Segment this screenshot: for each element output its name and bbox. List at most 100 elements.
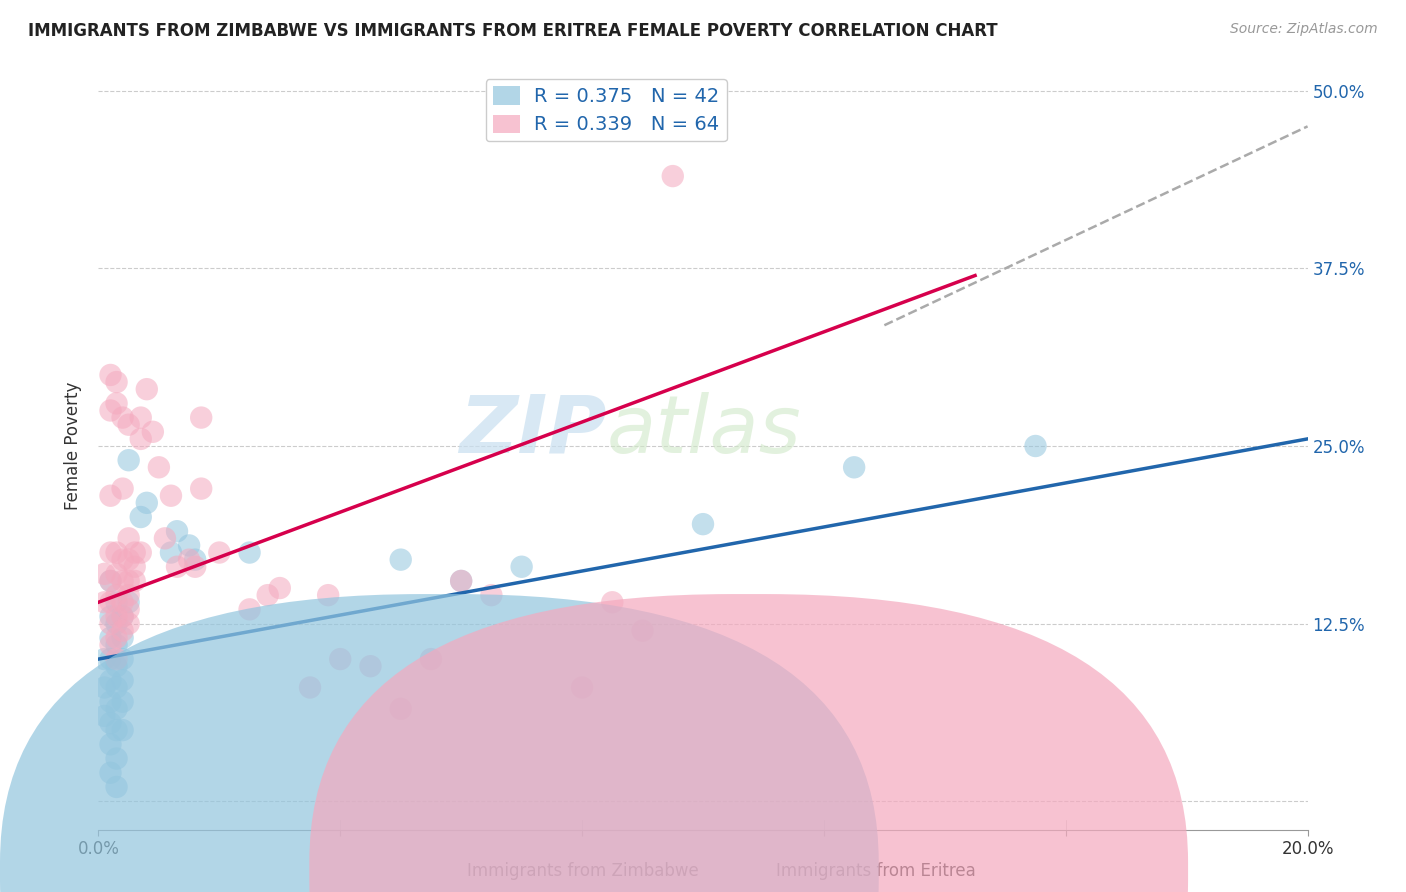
Point [100, 638, 122, 652]
Point [100, 631, 122, 645]
Point [179, 552, 201, 566]
Point [100, 595, 122, 609]
Point [105, 595, 128, 609]
Point [118, 595, 141, 609]
Point [111, 595, 134, 609]
Point [571, 681, 593, 695]
Point [100, 574, 122, 588]
Point [111, 695, 134, 709]
Point [184, 552, 207, 566]
Point [450, 574, 472, 588]
Point [118, 453, 141, 467]
Point [100, 673, 122, 688]
Point [105, 780, 128, 794]
Point [135, 382, 157, 396]
Point [111, 482, 134, 496]
Point [93, 681, 115, 695]
Point [179, 538, 201, 552]
Point [481, 588, 503, 602]
Point [420, 652, 443, 666]
Point [844, 460, 866, 475]
Point [692, 517, 714, 532]
Point [105, 751, 128, 765]
Text: IMMIGRANTS FROM ZIMBABWE VS IMMIGRANTS FROM ERITREA FEMALE POVERTY CORRELATION C: IMMIGRANTS FROM ZIMBABWE VS IMMIGRANTS F… [28, 22, 998, 40]
Point [111, 652, 134, 666]
Point [100, 574, 122, 588]
Point [100, 695, 122, 709]
Point [111, 552, 134, 566]
Point [100, 765, 122, 780]
Point [510, 559, 533, 574]
Point [111, 624, 134, 638]
Point [256, 588, 278, 602]
Point [105, 616, 128, 631]
Text: Source: ZipAtlas.com: Source: ZipAtlas.com [1230, 22, 1378, 37]
Point [105, 609, 128, 624]
Point [105, 396, 128, 410]
Point [142, 425, 165, 439]
Point [118, 616, 141, 631]
Point [389, 552, 412, 566]
Point [100, 652, 122, 666]
Point [93, 595, 115, 609]
Point [239, 602, 262, 616]
Point [135, 496, 157, 510]
Point [100, 716, 122, 731]
Point [118, 417, 141, 432]
Point [129, 410, 152, 425]
Point [631, 624, 654, 638]
Text: Immigrants from Zimbabwe: Immigrants from Zimbabwe [467, 863, 699, 880]
Point [299, 681, 322, 695]
Point [111, 609, 134, 624]
Point [129, 545, 152, 559]
Point [118, 532, 141, 546]
Point [100, 403, 122, 417]
Point [105, 723, 128, 738]
Point [208, 545, 231, 559]
Point [124, 574, 146, 588]
Point [329, 652, 352, 666]
Point [450, 574, 472, 588]
Point [93, 652, 115, 666]
Y-axis label: Female Poverty: Female Poverty [65, 382, 83, 510]
Point [269, 581, 291, 595]
Point [118, 602, 141, 616]
Point [105, 702, 128, 716]
Point [100, 609, 122, 624]
Text: Immigrants from Eritrea: Immigrants from Eritrea [776, 863, 976, 880]
Point [93, 566, 115, 581]
Point [360, 659, 382, 673]
Point [105, 652, 128, 666]
Point [118, 588, 141, 602]
Point [602, 595, 624, 609]
Point [111, 574, 134, 588]
Point [316, 588, 339, 602]
Point [111, 723, 134, 738]
Point [129, 510, 152, 524]
Point [239, 545, 262, 559]
Point [100, 737, 122, 751]
Point [124, 545, 146, 559]
Point [148, 460, 170, 475]
Point [100, 616, 122, 631]
Point [100, 489, 122, 503]
Point [184, 559, 207, 574]
Point [153, 532, 176, 546]
Point [100, 545, 122, 559]
Point [166, 559, 188, 574]
Point [105, 375, 128, 389]
Point [190, 410, 212, 425]
Point [124, 559, 146, 574]
Point [111, 609, 134, 624]
Point [105, 545, 128, 559]
Point [129, 432, 152, 446]
Point [100, 368, 122, 382]
Point [160, 489, 183, 503]
Point [111, 673, 134, 688]
Point [1024, 439, 1046, 453]
Point [118, 574, 141, 588]
Point [661, 169, 683, 183]
Point [166, 524, 188, 539]
Point [118, 552, 141, 566]
Point [93, 709, 115, 723]
